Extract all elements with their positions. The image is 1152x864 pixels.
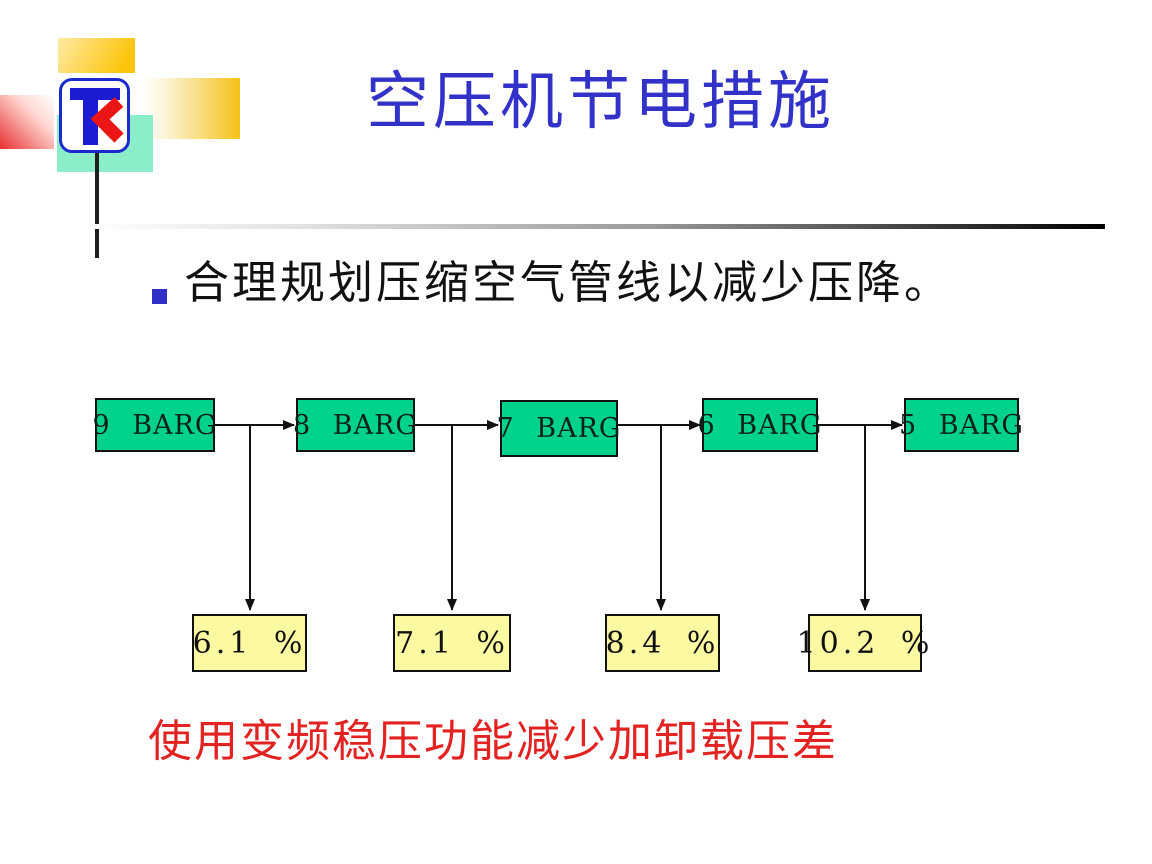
logo-decoration-red-left — [0, 95, 54, 149]
logo-decoration-gold-right — [142, 78, 240, 139]
page-title: 空压机节电措施 — [366, 65, 835, 138]
title-divider — [95, 224, 1105, 229]
tk-logo-icon — [59, 78, 130, 153]
pressure-box-5barg: 5 BARG — [899, 398, 1023, 452]
bullet-square-icon — [152, 289, 167, 304]
caption-text: 使用变频稳压功能减少加卸载压差 — [148, 716, 838, 767]
pressure-box-9barg: 9 BARG — [93, 398, 217, 452]
percent-box-4: 10.2 % — [797, 614, 929, 672]
bullet-text: 合理规划压缩空气管线以减少压降。 — [184, 256, 953, 309]
tk-logo-glyph — [70, 88, 124, 145]
pressure-box-8barg: 8 BARG — [293, 398, 417, 452]
pressure-box-7barg: 7 BARG — [497, 400, 621, 457]
percent-box-3: 8.4 % — [605, 614, 720, 672]
logo-decoration-gold-top — [58, 38, 135, 73]
logo-stem-line — [95, 150, 99, 258]
pressure-box-6barg: 6 BARG — [698, 398, 822, 452]
percent-box-1: 6.1 % — [192, 614, 307, 672]
percent-box-2: 7.1 % — [393, 614, 511, 672]
